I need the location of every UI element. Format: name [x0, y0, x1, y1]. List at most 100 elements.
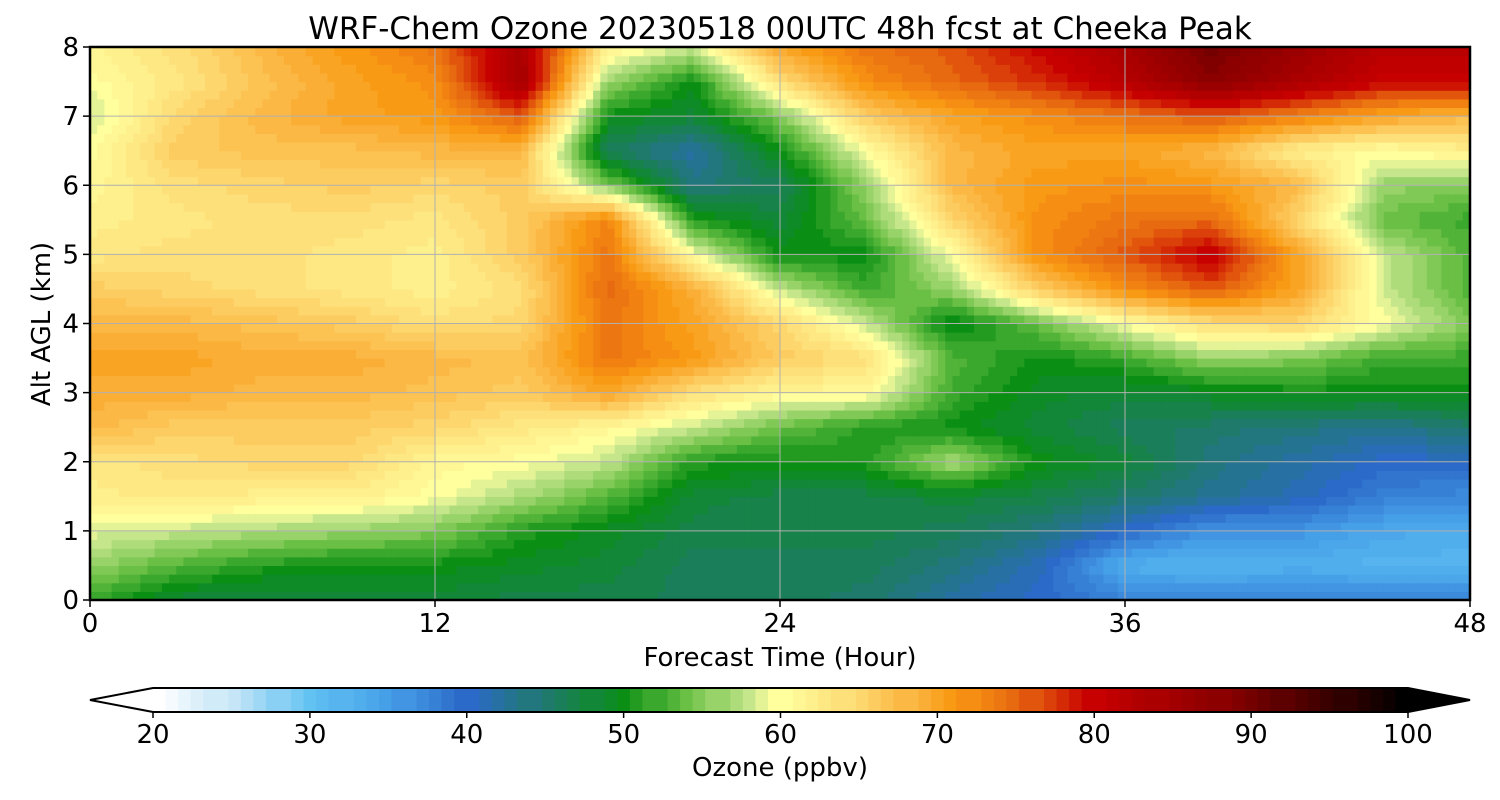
heatmap-cell [456, 271, 465, 281]
heatmap-cell [413, 444, 422, 454]
heatmap-cell [470, 288, 479, 299]
heatmap-cell [212, 90, 220, 100]
heatmap-cell [334, 401, 343, 411]
heatmap-cell [104, 185, 113, 195]
heatmap-cell [104, 306, 113, 316]
heatmap-cell [334, 98, 343, 109]
heatmap-cell [550, 254, 558, 264]
heatmap-cell [542, 116, 551, 126]
heatmap-cell [550, 444, 558, 454]
heatmap-cell [190, 47, 199, 57]
heatmap-cell [629, 124, 637, 135]
heatmap-cell [341, 245, 350, 255]
heatmap-cell [262, 349, 271, 359]
heatmap-cell [499, 90, 508, 100]
heatmap-cell [636, 591, 645, 601]
heatmap-cell [614, 574, 623, 584]
heatmap-cell [478, 435, 486, 446]
heatmap-cell [348, 513, 357, 523]
heatmap-cell [621, 107, 630, 117]
heatmap-cell [233, 591, 242, 601]
heatmap-cell [97, 444, 105, 454]
heatmap-cell [355, 418, 364, 428]
heatmap-cell [600, 133, 609, 143]
heatmap-cell [499, 323, 508, 333]
heatmap-cell [320, 280, 328, 290]
heatmap-cell [269, 565, 278, 575]
heatmap-cell [506, 72, 515, 83]
heatmap-cell [269, 401, 278, 411]
heatmap-cell [125, 539, 134, 549]
heatmap-cell [629, 176, 637, 186]
heatmap-cell [636, 383, 645, 394]
heatmap-cell [248, 392, 256, 402]
heatmap-cell [147, 133, 156, 143]
heatmap-cell [413, 202, 422, 212]
heatmap-cell [269, 193, 278, 204]
heatmap-cell [427, 383, 436, 394]
heatmap-cell [125, 185, 134, 195]
heatmap-cell [298, 142, 307, 152]
heatmap-cell [607, 288, 616, 299]
heatmap-cell [104, 392, 113, 402]
heatmap-cell [384, 142, 393, 152]
heatmap-cell [406, 323, 415, 333]
heatmap-cell [291, 504, 300, 515]
heatmap-cell [535, 237, 544, 247]
heatmap-cell [593, 548, 601, 558]
heatmap-cell [212, 487, 220, 497]
heatmap-cell [212, 176, 220, 186]
heatmap-cell [169, 556, 177, 567]
heatmap-cell [147, 539, 156, 549]
heatmap-cell [636, 228, 645, 238]
heatmap-cell [413, 539, 422, 549]
heatmap-cell [370, 98, 379, 109]
heatmap-cell [205, 574, 213, 584]
heatmap-cell [233, 409, 242, 420]
heatmap-cell [169, 47, 177, 57]
heatmap-cell [140, 504, 149, 515]
heatmap-cell [629, 340, 637, 351]
heatmap-cell [248, 548, 256, 558]
heatmap-cell [262, 487, 271, 497]
heatmap-cell [298, 72, 307, 83]
heatmap-cell [348, 306, 357, 316]
heatmap-cell [334, 591, 343, 601]
heatmap-cell [585, 314, 594, 325]
heatmap-cell [190, 470, 199, 480]
heatmap-cell [614, 81, 623, 91]
heatmap-cell [133, 487, 141, 497]
heatmap-cell [90, 90, 98, 100]
heatmap-cell [485, 167, 494, 178]
heatmap-cell [248, 202, 256, 212]
heatmap-cell [377, 202, 386, 212]
heatmap-cell [384, 565, 393, 575]
heatmap-cell [363, 427, 371, 437]
heatmap-cell [140, 280, 149, 290]
heatmap-cell [650, 565, 659, 575]
heatmap-cell [118, 271, 127, 281]
heatmap-cell [629, 392, 637, 402]
heatmap-cell [456, 461, 465, 471]
heatmap-cell [147, 409, 156, 420]
heatmap-cell [305, 306, 314, 316]
heatmap-cell [298, 167, 307, 178]
heatmap-cell [557, 47, 565, 57]
heatmap-cell [133, 124, 141, 135]
heatmap-cell [456, 176, 465, 186]
heatmap-cell [499, 47, 508, 57]
heatmap-cell [133, 202, 141, 212]
heatmap-cell [312, 47, 321, 57]
heatmap-cell [226, 150, 235, 160]
heatmap-cell [557, 496, 565, 506]
heatmap-cell [118, 349, 127, 359]
heatmap-cell [621, 142, 630, 152]
heatmap-cell [341, 176, 350, 186]
heatmap-cell [621, 332, 630, 342]
heatmap-cell [90, 375, 98, 385]
heatmap-cell [355, 453, 364, 463]
heatmap-cell [435, 219, 443, 230]
heatmap-cell [355, 133, 364, 143]
heatmap-cell [413, 254, 422, 264]
heatmap-cell [104, 401, 113, 411]
